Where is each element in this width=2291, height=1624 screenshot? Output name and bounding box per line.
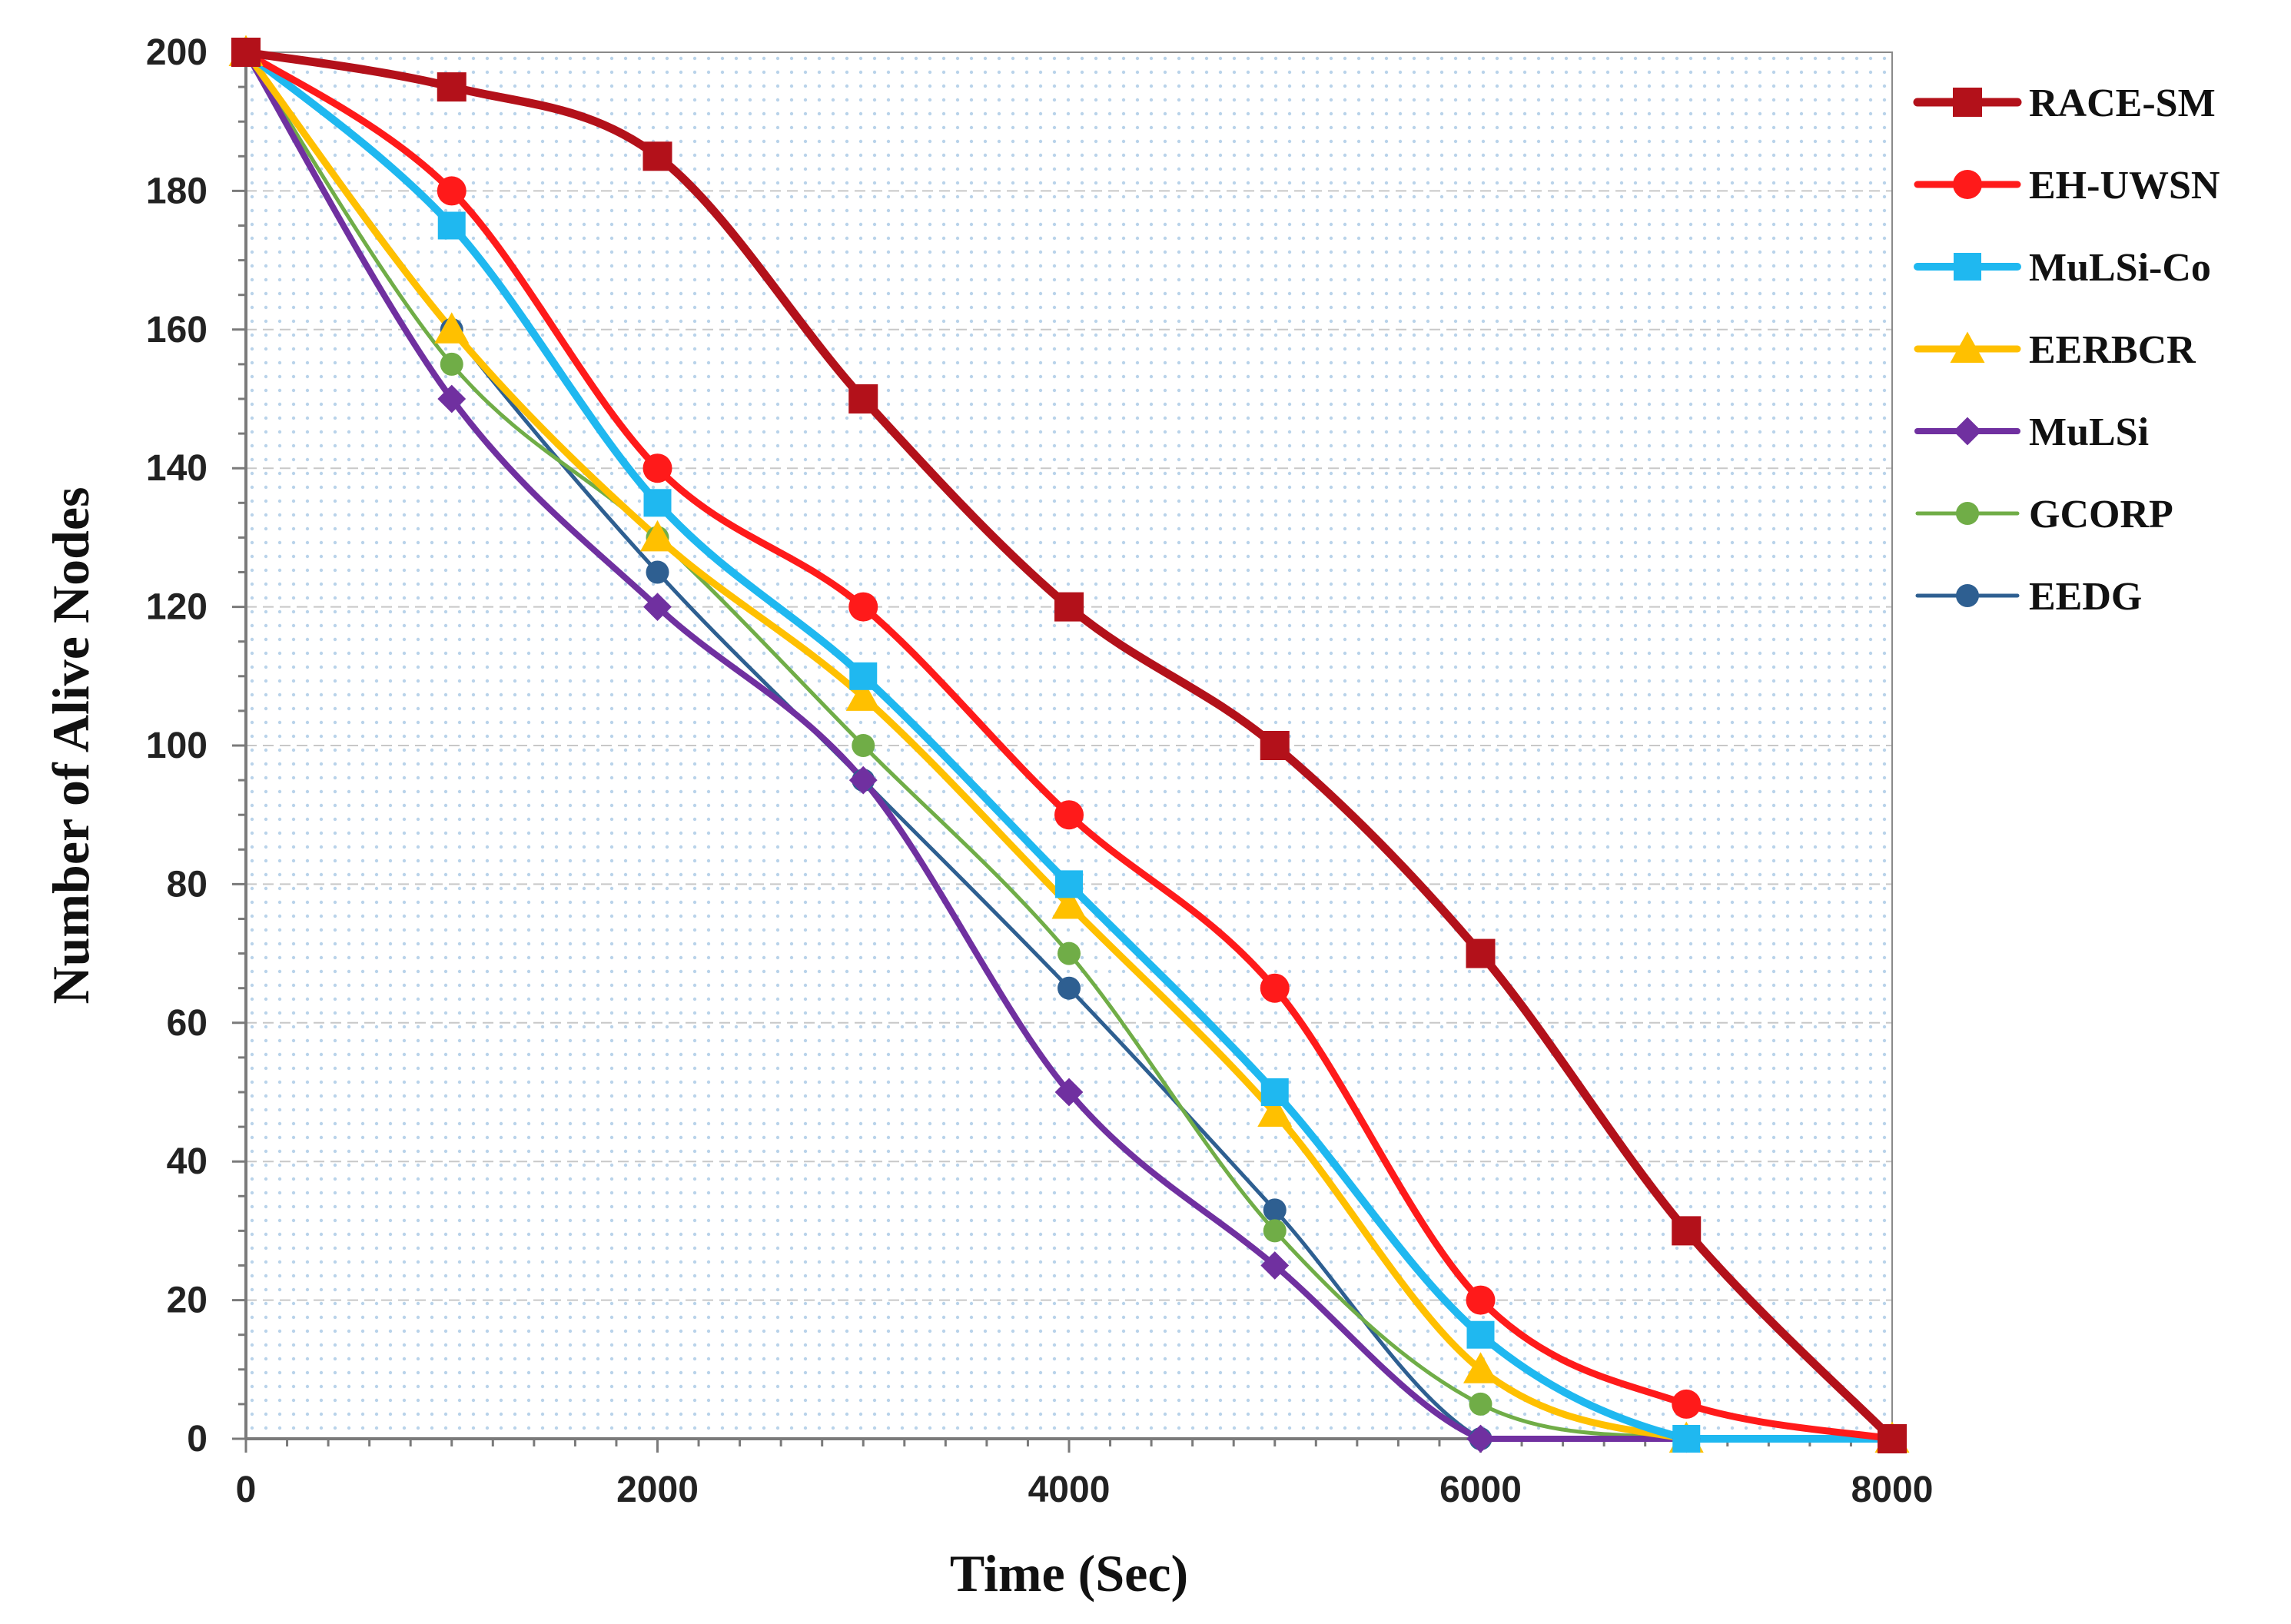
data-point-race-sm (1260, 731, 1290, 760)
data-point-mulsi-co (1260, 1078, 1289, 1106)
axes (232, 51, 1894, 1453)
data-point-eh-uwsn (1672, 1389, 1702, 1419)
data-point-eerbcr (845, 679, 881, 711)
data-point-eh-uwsn (848, 592, 878, 622)
data-point-eedg (1263, 1198, 1287, 1222)
data-point-mulsi (1466, 1424, 1495, 1453)
data-point-mulsi-co (1466, 1320, 1495, 1349)
legend-label: RACE-SM (2029, 81, 2216, 125)
data-point-race-sm (1672, 1216, 1702, 1246)
data-point-race-sm (1466, 938, 1496, 968)
data-point-race-sm (437, 72, 467, 102)
series-line-eerbcr (242, 48, 1896, 1443)
y-tick-label: 40 (167, 1141, 208, 1182)
data-point-eh-uwsn (1260, 973, 1290, 1003)
legend-marker (1956, 584, 1979, 607)
legend-marker (1954, 253, 1981, 281)
data-point-race-sm (231, 38, 261, 67)
series-line-gcorp (244, 50, 1894, 1441)
legend-label: EH-UWSN (2029, 164, 2220, 208)
data-point-mulsi (1054, 1078, 1084, 1107)
legend-label: MuLSi-Co (2029, 246, 2211, 290)
data-point-mulsi-co (849, 662, 878, 690)
data-point-gcorp (1263, 1219, 1287, 1243)
legend-item-mulsi: MuLSi (1914, 410, 2149, 454)
legend-marker (1953, 88, 1982, 117)
legend-marker (1953, 170, 1982, 199)
data-point-eedg (646, 560, 669, 584)
y-axis-title: Number of Alive Nodes (42, 487, 100, 1004)
data-point-eh-uwsn (1054, 800, 1084, 830)
data-point-eerbcr (640, 520, 675, 552)
data-point-mulsi (1260, 1251, 1290, 1280)
data-point-mulsi (643, 593, 672, 621)
legend-item-gcorp: GCORP (1915, 493, 2173, 536)
x-tick-label: 8000 (1851, 1470, 1934, 1510)
y-tick-label: 100 (146, 726, 208, 766)
data-point-gcorp (1058, 942, 1081, 965)
legend-item-eerbcr: EERBCR (1914, 328, 2196, 372)
legend-label: MuLSi (2029, 410, 2149, 454)
y-tick-label: 160 (146, 310, 208, 350)
data-point-race-sm (642, 141, 672, 171)
y-tick-label: 200 (146, 32, 208, 73)
data-point-mulsi-co (1055, 870, 1083, 898)
legend-marker (1956, 502, 1979, 525)
x-tick-label: 6000 (1439, 1470, 1522, 1510)
data-point-mulsi (437, 384, 467, 413)
legend: RACE-SM EH-UWSN MuLSi-Co EERBCR MuLSi GCORP EE… (1913, 81, 2220, 619)
data-point-eh-uwsn (437, 176, 467, 206)
data-point-race-sm (1054, 592, 1084, 622)
data-point-gcorp (852, 734, 875, 757)
x-tick-label: 4000 (1028, 1470, 1111, 1510)
legend-item-mulsi-co: MuLSi-Co (1914, 246, 2211, 290)
data-point-eerbcr (1051, 887, 1087, 919)
y-tick-label: 120 (146, 587, 208, 628)
y-tick-label: 80 (167, 864, 208, 905)
legend-item-eh-uwsn: EH-UWSN (1914, 164, 2220, 208)
y-tick-label: 140 (146, 448, 208, 489)
data-point-mulsi-co (437, 211, 466, 240)
data-point-gcorp (440, 352, 463, 376)
x-tick-label: 0 (236, 1470, 257, 1510)
legend-marker (1953, 417, 1982, 446)
y-tick-label: 20 (167, 1280, 208, 1321)
data-point-eerbcr (1463, 1352, 1498, 1383)
data-point-race-sm (848, 384, 878, 413)
legend-item-eedg: EEDG (1915, 575, 2142, 619)
series-lines (241, 48, 1897, 1443)
series-line-mulsi (243, 49, 1895, 1443)
legend-item-race-sm: RACE-SM (1913, 81, 2216, 125)
data-point-mulsi-co (643, 489, 672, 517)
legend-label: EEDG (2029, 575, 2142, 619)
data-point-mulsi (848, 766, 878, 795)
series-markers (228, 35, 1910, 1453)
y-tick-label: 180 (146, 171, 208, 211)
data-point-eedg (1058, 976, 1081, 1000)
legend-label: EERBCR (2029, 328, 2196, 372)
legend-label: GCORP (2029, 493, 2173, 536)
data-point-eerbcr (434, 312, 470, 344)
series-line-race-sm (241, 48, 1897, 1443)
legend-marker (1950, 331, 1985, 363)
x-tick-label: 2000 (616, 1470, 699, 1510)
data-point-mulsi-co (1672, 1425, 1701, 1453)
x-axis-title: Time (Sec) (950, 1544, 1188, 1602)
data-point-gcorp (1469, 1392, 1492, 1416)
y-tick-label: 60 (167, 1003, 208, 1044)
y-tick-label: 0 (187, 1419, 208, 1460)
data-point-eerbcr (1257, 1095, 1293, 1128)
data-point-eh-uwsn (642, 453, 672, 483)
data-point-eh-uwsn (1466, 1285, 1496, 1315)
tick-labels: 0 2000 4000 6000 8000 0 20 40 60 80 100 120 140 160 18… (146, 32, 1933, 1510)
data-point-race-sm (1878, 1424, 1907, 1453)
